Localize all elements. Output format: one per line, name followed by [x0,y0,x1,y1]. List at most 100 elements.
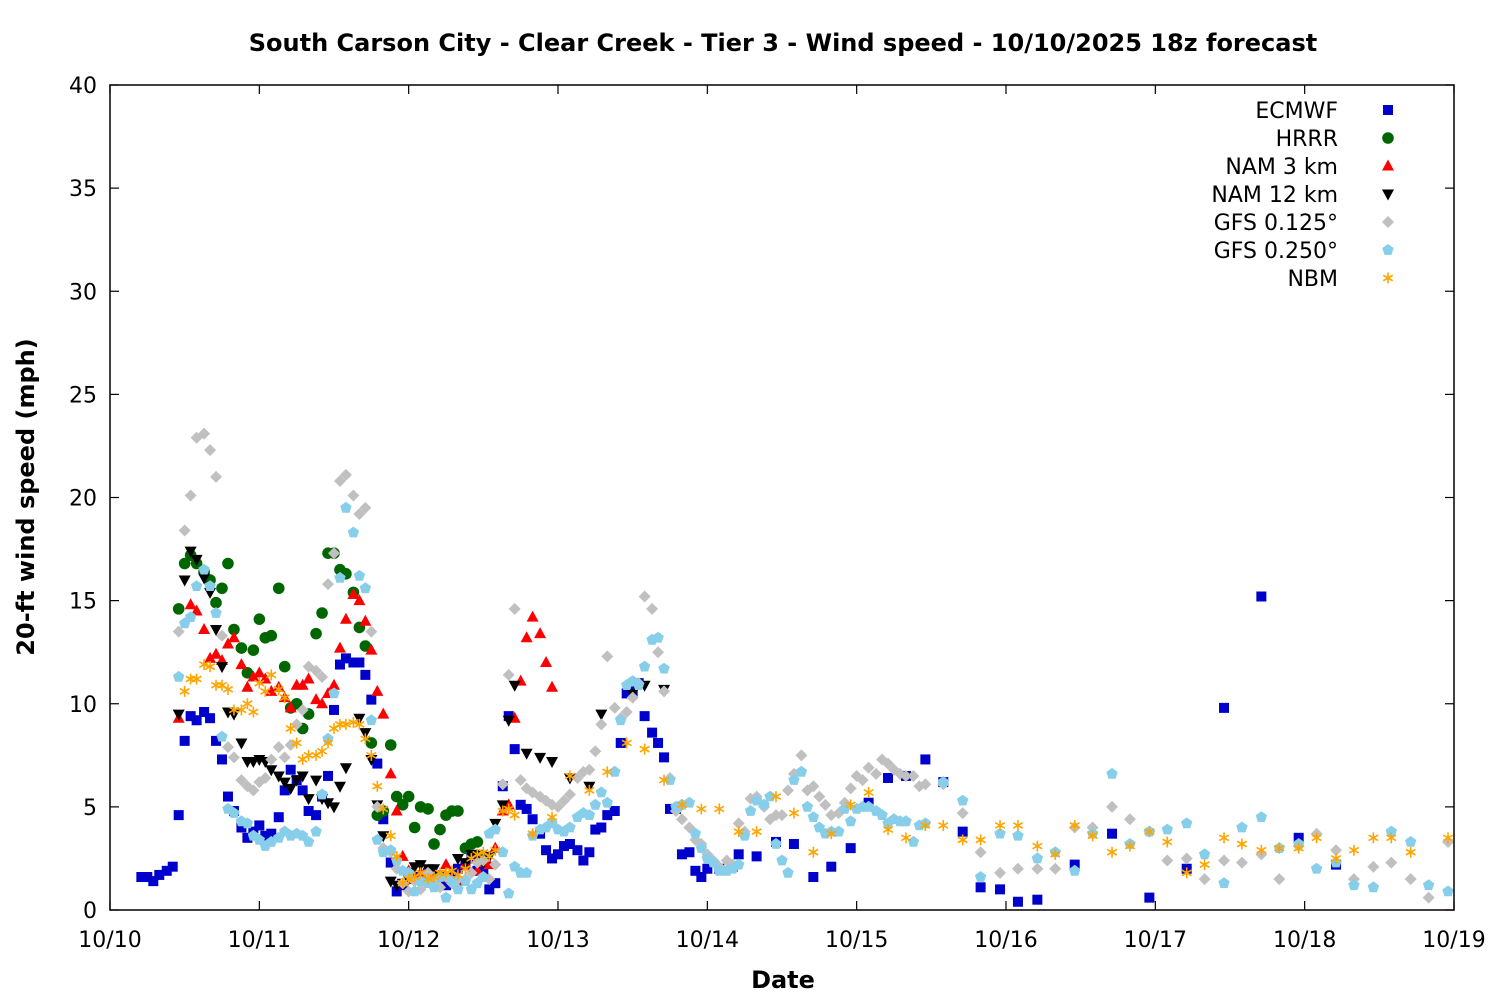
data-point [490,844,501,856]
data-point [440,858,452,870]
data-point [328,687,340,699]
data-point [1274,842,1285,854]
data-point [191,673,202,685]
data-point [242,832,253,843]
data-point [833,825,845,837]
data-point [1256,844,1267,856]
data-point [502,715,515,727]
data-point [484,884,495,895]
data-point [272,771,285,783]
data-point [1069,864,1081,876]
x-tick-label: 10/14 [676,928,739,953]
data-point [377,707,390,719]
data-point [241,817,254,829]
data-point [845,815,857,827]
data-point [1144,826,1155,838]
data-point [920,819,931,831]
data-point [919,778,932,791]
data-point [340,718,352,730]
data-point [1162,836,1173,848]
data-point [1348,879,1360,891]
data-point [235,738,248,750]
data-point [1293,832,1304,843]
data-point [204,651,217,663]
data-point [260,685,271,697]
data-point [227,751,240,764]
data-point [1368,832,1379,844]
data-point [638,660,651,672]
data-point [285,723,296,734]
data-point [184,489,197,502]
data-point [266,828,277,839]
data-point [216,582,228,595]
data-point [899,769,912,782]
data-point [210,596,222,609]
data-point [589,745,602,758]
data-point [347,526,360,538]
data-point [241,667,254,679]
data-point [658,662,670,674]
data-point [297,785,308,796]
data-point [1235,856,1248,869]
data-point [503,803,514,815]
data-point [658,685,671,698]
data-point [520,748,533,760]
data-point [310,664,323,677]
data-point [221,741,234,754]
data-point [844,782,857,795]
data-point [1330,844,1343,857]
data-point [1311,832,1322,844]
data-point [1442,832,1454,844]
data-points [136,427,1455,907]
data-point [1404,873,1417,886]
data-point [540,656,553,667]
data-point [460,863,471,875]
data-point [602,766,613,778]
legend-marker [1382,272,1394,284]
data-point [339,612,352,624]
data-point [609,806,620,816]
data-point [359,501,372,514]
data-point [1236,838,1248,850]
data-point [415,867,426,879]
data-point [1069,859,1080,870]
data-point [236,822,247,833]
data-point [179,735,190,746]
data-point [340,501,352,513]
data-point [509,809,520,821]
data-point [328,678,340,690]
data-point [1032,840,1043,852]
data-point [1106,800,1119,813]
data-point [974,871,987,882]
data-point [190,554,203,566]
data-point [422,873,434,885]
data-point [241,680,254,692]
data-point [172,625,185,638]
y-tick-label: 25 [69,383,97,408]
legend-marker [1382,216,1394,228]
data-point [199,707,210,717]
data-point [546,817,558,829]
data-point [339,468,352,481]
data-point [254,677,265,689]
y-tick-label: 5 [83,796,97,821]
data-point [316,607,328,619]
data-point [920,754,931,765]
data-point [994,866,1007,879]
x-tick-label: 10/16 [974,928,1037,953]
data-point [639,711,650,722]
legend-label: NAM 3 km [1225,155,1338,180]
data-point [1367,860,1380,873]
data-point [279,785,290,796]
data-point [333,475,346,487]
data-point [739,829,751,841]
data-point [527,828,538,840]
data-point [862,761,875,774]
data-point [190,604,203,616]
data-point [1032,894,1043,905]
data-point [354,657,365,668]
data-point [422,803,434,815]
data-point [210,607,222,618]
data-point [428,881,440,893]
